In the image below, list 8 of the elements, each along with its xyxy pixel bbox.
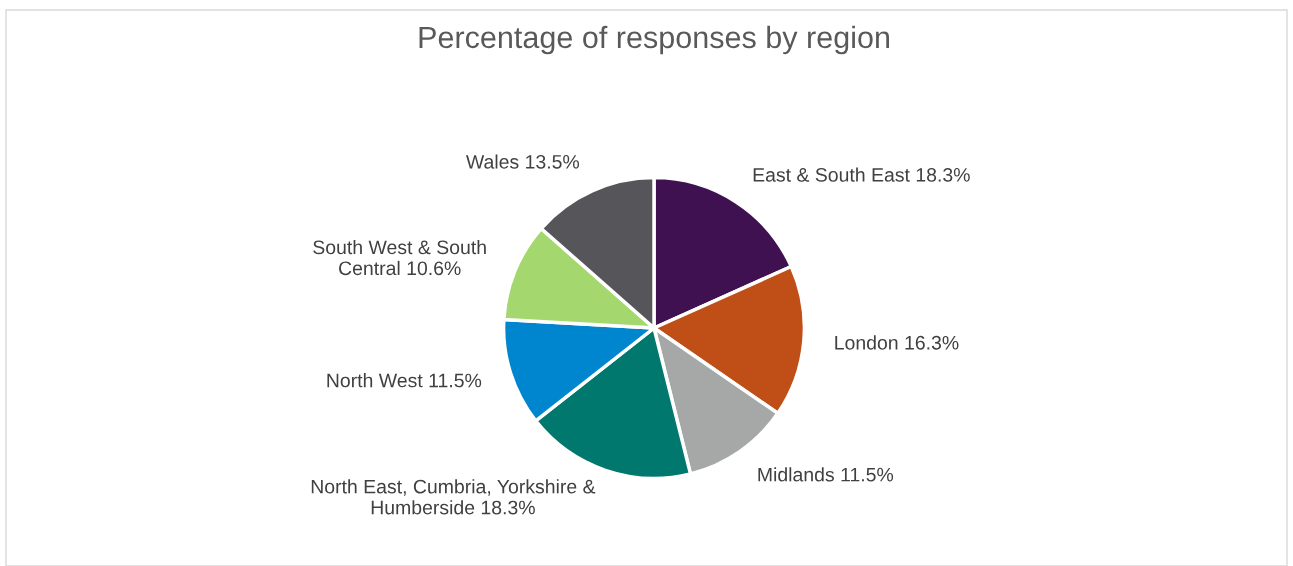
slice-label: Wales 13.5%: [465, 154, 580, 169]
slice-label: London 16.3%: [835, 335, 959, 350]
slice-label: East & South East 18.3%: [753, 167, 970, 182]
slice-label: North West 11.5%: [327, 373, 482, 388]
slice-label: South West & South Central 10.6%: [313, 239, 486, 276]
slice-label: North East, Cumbria, Yorkshire & Humberside 18.3%: [311, 479, 596, 515]
chart-title: Percentage of responses by region: [419, 25, 889, 55]
slice-label: Midlands 11.5%: [758, 467, 894, 482]
